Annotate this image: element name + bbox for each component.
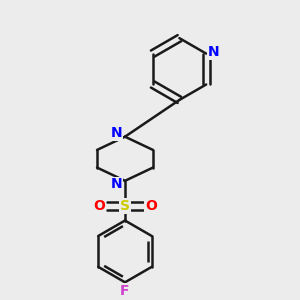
Text: N: N xyxy=(111,126,123,140)
Text: F: F xyxy=(120,284,130,298)
Text: O: O xyxy=(145,199,157,213)
Text: S: S xyxy=(120,199,130,213)
Text: N: N xyxy=(208,45,219,59)
Text: O: O xyxy=(93,199,105,213)
Text: N: N xyxy=(111,177,123,191)
